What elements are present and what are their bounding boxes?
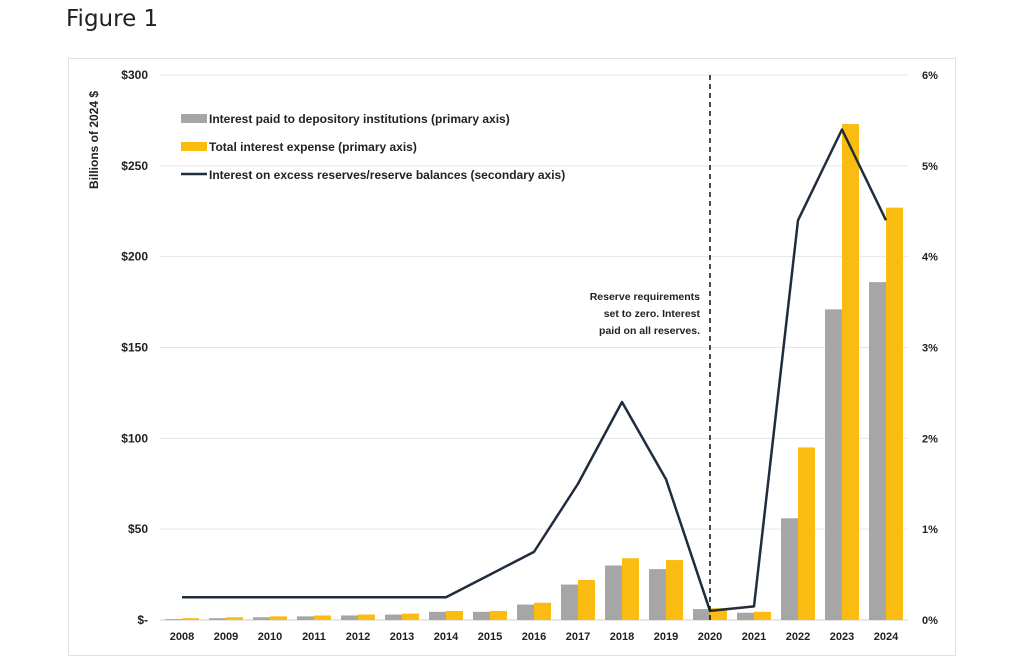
- y-tick-label: $200: [121, 250, 148, 264]
- y2-tick-label: 3%: [922, 343, 938, 355]
- bar-depository: [517, 604, 534, 620]
- bar-total-interest: [490, 610, 507, 620]
- x-tick-label: 2024: [874, 631, 899, 643]
- bar-depository: [561, 584, 578, 620]
- bar-depository: [341, 615, 358, 620]
- bar-depository: [693, 609, 710, 620]
- x-tick-label: 2018: [610, 631, 634, 643]
- x-tick-label: 2021: [742, 631, 766, 643]
- x-tick-label: 2010: [258, 631, 282, 643]
- bar-depository: [209, 618, 226, 620]
- bar-depository: [297, 616, 314, 620]
- annotation-text: set to zero. Interest: [604, 308, 701, 320]
- y2-tick-label: 5%: [922, 161, 938, 173]
- figure-title: Figure 1: [66, 6, 159, 32]
- bar-total-interest: [842, 124, 859, 621]
- x-tick-label: 2016: [522, 631, 546, 643]
- y2-tick-label: 1%: [922, 524, 938, 536]
- x-tick-label: 2009: [214, 631, 238, 643]
- bar-total-interest: [666, 560, 683, 620]
- legend-swatch-total-interest: [181, 142, 207, 151]
- bar-total-interest: [402, 613, 419, 620]
- x-tick-label: 2015: [478, 631, 502, 643]
- bar-depository: [165, 619, 182, 620]
- bar-total-interest: [226, 617, 243, 620]
- x-tick-label: 2020: [698, 631, 722, 643]
- x-tick-label: 2011: [302, 631, 326, 643]
- legend-label: Total interest expense (primary axis): [209, 140, 417, 154]
- bar-total-interest: [886, 207, 903, 620]
- x-tick-label: 2023: [830, 631, 854, 643]
- y-tick-label: $250: [121, 159, 148, 173]
- x-tick-label: 2012: [346, 631, 370, 643]
- legend-label: Interest on excess reserves/reserve bala…: [209, 168, 565, 182]
- x-tick-label: 2008: [170, 631, 194, 643]
- bar-total-interest: [578, 580, 595, 620]
- bar-depository: [737, 612, 754, 620]
- bar-total-interest: [534, 602, 551, 620]
- bar-total-interest: [182, 618, 199, 620]
- y-tick-label: $150: [121, 341, 148, 355]
- chart-panel: [68, 58, 956, 656]
- y-tick-label: $50: [128, 522, 148, 536]
- bar-total-interest: [446, 610, 463, 620]
- y-tick-label: $-: [137, 613, 148, 627]
- y2-tick-label: 6%: [922, 70, 938, 82]
- bar-total-interest: [710, 608, 727, 620]
- annotation-text: Reserve requirements: [590, 291, 700, 303]
- y-tick-label: $300: [121, 68, 148, 82]
- bar-depository: [781, 518, 798, 620]
- line-ioer-rate: [182, 128, 888, 613]
- x-tick-label: 2014: [434, 631, 459, 643]
- bar-depository: [825, 309, 842, 620]
- y2-tick-label: 4%: [922, 252, 938, 264]
- x-tick-label: 2019: [654, 631, 678, 643]
- bar-depository: [869, 282, 886, 620]
- bar-total-interest: [622, 558, 639, 620]
- bar-depository: [429, 611, 446, 620]
- y-axis-label: Billions of 2024 $: [87, 91, 101, 189]
- bar-total-interest: [314, 615, 331, 620]
- x-tick-label: 2013: [390, 631, 414, 643]
- bar-depository: [473, 611, 490, 620]
- bar-depository: [385, 614, 402, 620]
- bar-total-interest: [798, 447, 815, 620]
- annotation-text: paid on all reserves.: [599, 325, 700, 337]
- bar-total-interest: [358, 614, 375, 620]
- bar-depository: [605, 565, 622, 620]
- x-tick-label: 2022: [786, 631, 810, 643]
- bar-total-interest: [270, 616, 287, 620]
- bar-depository: [253, 617, 270, 620]
- y2-tick-label: 2%: [922, 433, 938, 445]
- legend-swatch-depository: [181, 114, 207, 123]
- x-tick-label: 2017: [566, 631, 590, 643]
- y-tick-label: $100: [121, 431, 148, 445]
- bar-total-interest: [754, 611, 771, 620]
- bar-depository: [649, 569, 666, 620]
- legend-label: Interest paid to depository institutions…: [209, 112, 510, 126]
- y2-tick-label: 0%: [922, 615, 938, 627]
